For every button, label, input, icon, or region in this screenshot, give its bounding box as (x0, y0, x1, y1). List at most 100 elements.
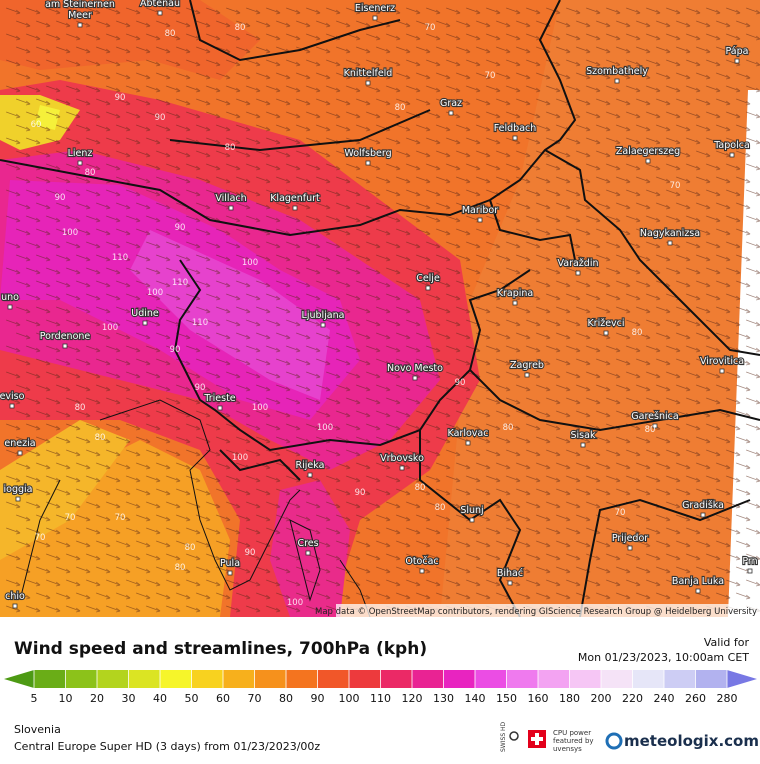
contour-label: 90 (155, 113, 166, 123)
contour-label: 100 (62, 228, 78, 238)
contour-label: 80 (632, 328, 643, 338)
contour-label: 80 (185, 543, 196, 553)
colorbar-swatch (380, 670, 413, 688)
contour-label: 70 (425, 23, 436, 33)
city-marker (228, 205, 234, 211)
city-marker (217, 405, 223, 411)
city-label: Villach (215, 193, 246, 204)
colorbar-label: 260 (685, 692, 706, 705)
colorbar-swatch (349, 670, 381, 688)
city-label: Novo Mesto (387, 363, 443, 374)
city-marker (667, 240, 673, 246)
city-marker (734, 58, 740, 64)
colorbar-swatch (412, 670, 444, 688)
city-marker (12, 603, 18, 609)
map-labels: Saalfeldenam SteinernenMeerAbtenauEisene… (0, 0, 759, 609)
city-marker (227, 570, 233, 576)
city-label: Prn (742, 556, 757, 567)
city-label: Celje (416, 273, 440, 284)
city-marker (512, 135, 518, 141)
city-label: Feldbach (494, 123, 537, 134)
model-run: Central Europe Super HD (3 days) from 01… (14, 740, 320, 753)
city-label: Banja Luka (672, 576, 724, 587)
contour-label: 100 (242, 258, 258, 268)
city-marker (524, 372, 530, 378)
city-marker (695, 588, 701, 594)
colorbar-label: 240 (654, 692, 675, 705)
city-label: uno (1, 292, 19, 303)
city-marker (747, 568, 753, 574)
contour-label: 100 (102, 323, 118, 333)
contour-label: 80 (435, 503, 446, 513)
colorbar-label: 140 (465, 692, 486, 705)
colorbar-label: 20 (90, 692, 104, 705)
city-label: Prijedor (612, 533, 648, 544)
contour-label: 100 (252, 403, 268, 413)
city-label: Eisenerz (355, 3, 395, 14)
colorbar-label: 280 (717, 692, 738, 705)
contour-label: 90 (355, 488, 366, 498)
city-marker (305, 550, 311, 556)
city-marker (575, 270, 581, 276)
streamlines (6, 7, 760, 613)
colorbar-label: 180 (559, 692, 580, 705)
city-marker (729, 152, 735, 158)
contour-label: 80 (175, 563, 186, 573)
city-label: Bihać (497, 568, 523, 579)
city-label: Lienz (68, 148, 93, 159)
city-label: Wolfsberg (344, 148, 391, 159)
city-label: Otočac (405, 556, 438, 567)
city-marker (142, 320, 148, 326)
city-marker (292, 205, 298, 211)
colorbar-label: 80 (279, 692, 293, 705)
contour-label: 70 (65, 513, 76, 523)
city-marker (77, 160, 83, 166)
colorbar-label: 220 (622, 692, 643, 705)
colorbar-label: 90 (311, 692, 325, 705)
contour-label: 80 (503, 423, 514, 433)
colorbar-swatch (601, 670, 633, 688)
colorbar-label: 110 (370, 692, 391, 705)
city-label: Rijeka (296, 460, 325, 471)
contour-label: 70 (615, 508, 626, 518)
city-marker (627, 545, 633, 551)
city-marker (17, 450, 23, 456)
city-marker (372, 15, 378, 21)
brand: meteologix.com (624, 732, 759, 750)
colorbar-label: 30 (122, 692, 136, 705)
swiss-label: SWISS HD (500, 721, 507, 752)
city-marker (320, 322, 326, 328)
contour-label: 100 (147, 288, 163, 298)
colorbar-label: 10 (59, 692, 73, 705)
contour-label: 80 (95, 433, 106, 443)
city-marker (652, 423, 658, 429)
city-label: Pápa (726, 46, 749, 57)
city-marker (580, 442, 586, 448)
colorbar-swatch (632, 670, 665, 688)
city-label: Virovitica (700, 356, 744, 367)
city-marker (425, 285, 431, 291)
city-marker (15, 496, 21, 502)
contour-label: 90 (245, 548, 256, 558)
contour-label: 90 (455, 378, 466, 388)
city-marker (412, 375, 418, 381)
colorbar-swatch (65, 670, 98, 688)
colorbar-swatch (286, 670, 318, 688)
city-label: Szombathely (586, 66, 648, 77)
colorbar: 5 10 20 30 40 50 60 70 80 90 100 110 120 130 140 150 160… (4, 670, 757, 705)
city-marker (700, 512, 706, 518)
city-label: enezia (4, 438, 35, 449)
colorbar-swatch (695, 670, 728, 688)
attribution: Map data © OpenStreetMap contributors, r… (315, 607, 757, 617)
city-label: Karlovac (448, 428, 489, 439)
city-label: Zagreb (510, 360, 544, 371)
colorbar-swatch (506, 670, 539, 688)
contour-label: 60 (31, 120, 42, 130)
city-marker (77, 22, 83, 28)
borders (0, 0, 760, 617)
colorbar-swatch (443, 670, 476, 688)
legend-title: Wind speed and streamlines, 700hPa (kph) (14, 639, 427, 659)
city-label: Vrbovsko (380, 453, 424, 464)
valid-time: Mon 01/23/2023, 10:00am CET (578, 651, 749, 664)
colorbar-swatch (475, 670, 507, 688)
